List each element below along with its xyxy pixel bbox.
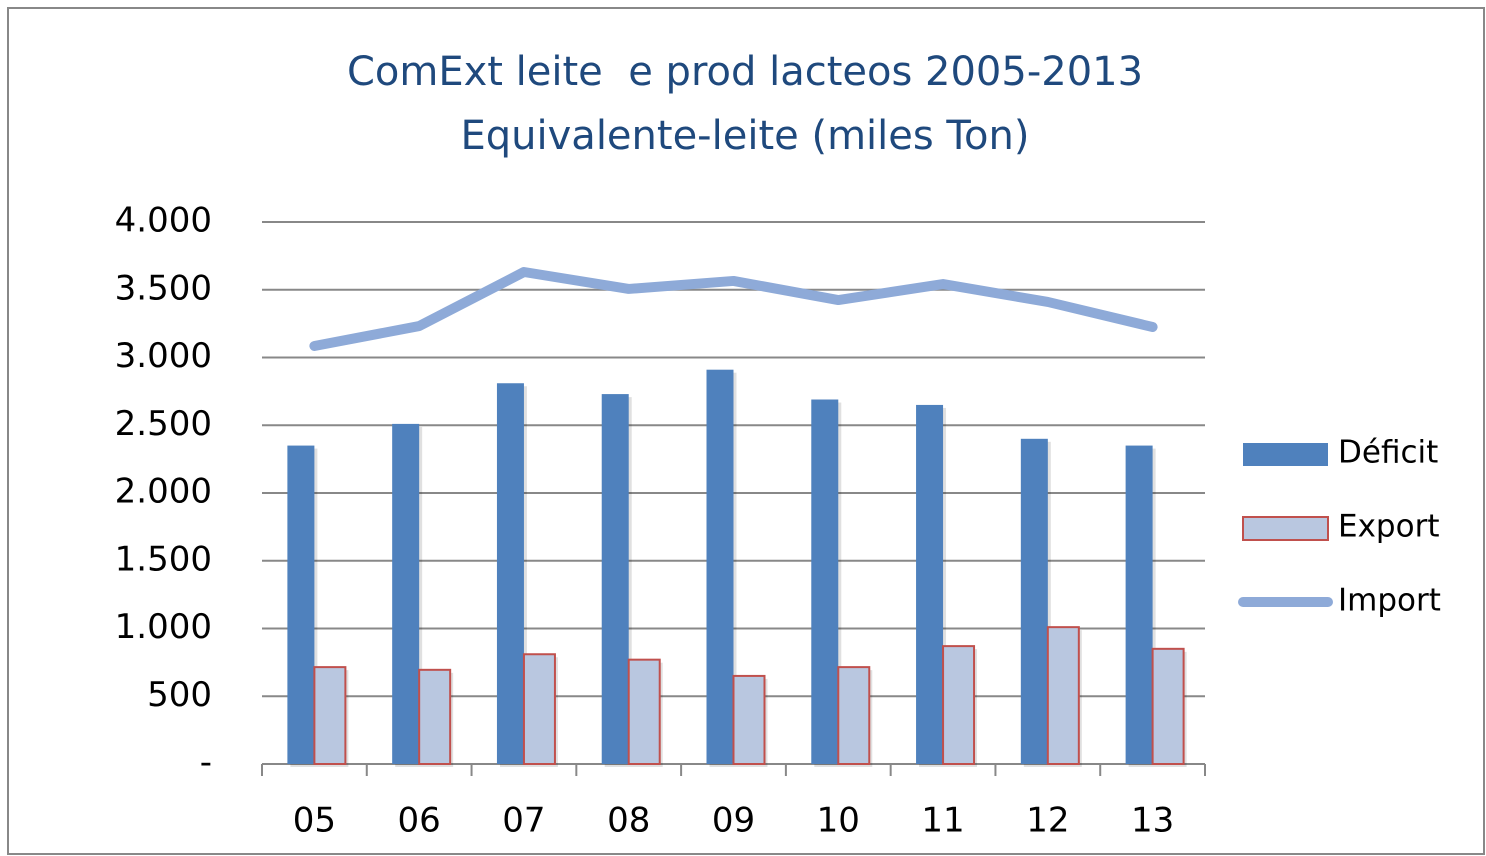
bar [392,423,420,764]
legend-label: Déficit [1338,435,1438,471]
bar [522,653,556,765]
bar [706,369,734,764]
bar [313,666,347,765]
bar [942,645,976,765]
bar [418,668,452,766]
bar [1046,626,1080,766]
y-tick-label: - [200,743,212,783]
y-tick-label: 1.500 [115,539,212,579]
bar [627,658,661,765]
bar [1020,438,1048,764]
bar [1125,445,1153,764]
bar [837,666,871,765]
x-tick-label: 11 [921,801,964,841]
x-tick-label: 05 [293,801,336,841]
y-tick-label: 500 [147,675,212,715]
bar [601,394,629,764]
y-tick-label: 3.000 [115,336,212,376]
x-tick-label: 12 [1026,801,1069,841]
y-tick-label: 3.500 [115,268,212,308]
bar [916,404,944,764]
x-tick-label: 07 [502,801,545,841]
y-tick-label: 4.000 [115,201,212,241]
x-tick-label: 06 [398,801,441,841]
chart-title: ComExt leite e prod lacteos 2005-2013 [347,49,1143,95]
x-tick-label: 08 [607,801,650,841]
chart-subtitle: Equivalente-leite (miles Ton) [461,113,1030,159]
x-tick-label: 09 [712,801,755,841]
bar [1151,647,1185,766]
y-tick-label: 2.500 [115,404,212,444]
bar [287,445,315,764]
bar [496,383,524,764]
legend-label: Export [1338,509,1439,545]
x-tick-label: 10 [817,801,860,841]
legend-label: Import [1338,583,1441,619]
legend-swatch [1242,516,1329,541]
legend-swatch [1243,443,1328,466]
y-tick-label: 1.000 [115,607,212,647]
y-tick-label: 2.000 [115,472,212,512]
line [309,266,1158,351]
bar [732,674,766,765]
bar [811,399,839,764]
x-tick-label: 13 [1131,801,1174,841]
